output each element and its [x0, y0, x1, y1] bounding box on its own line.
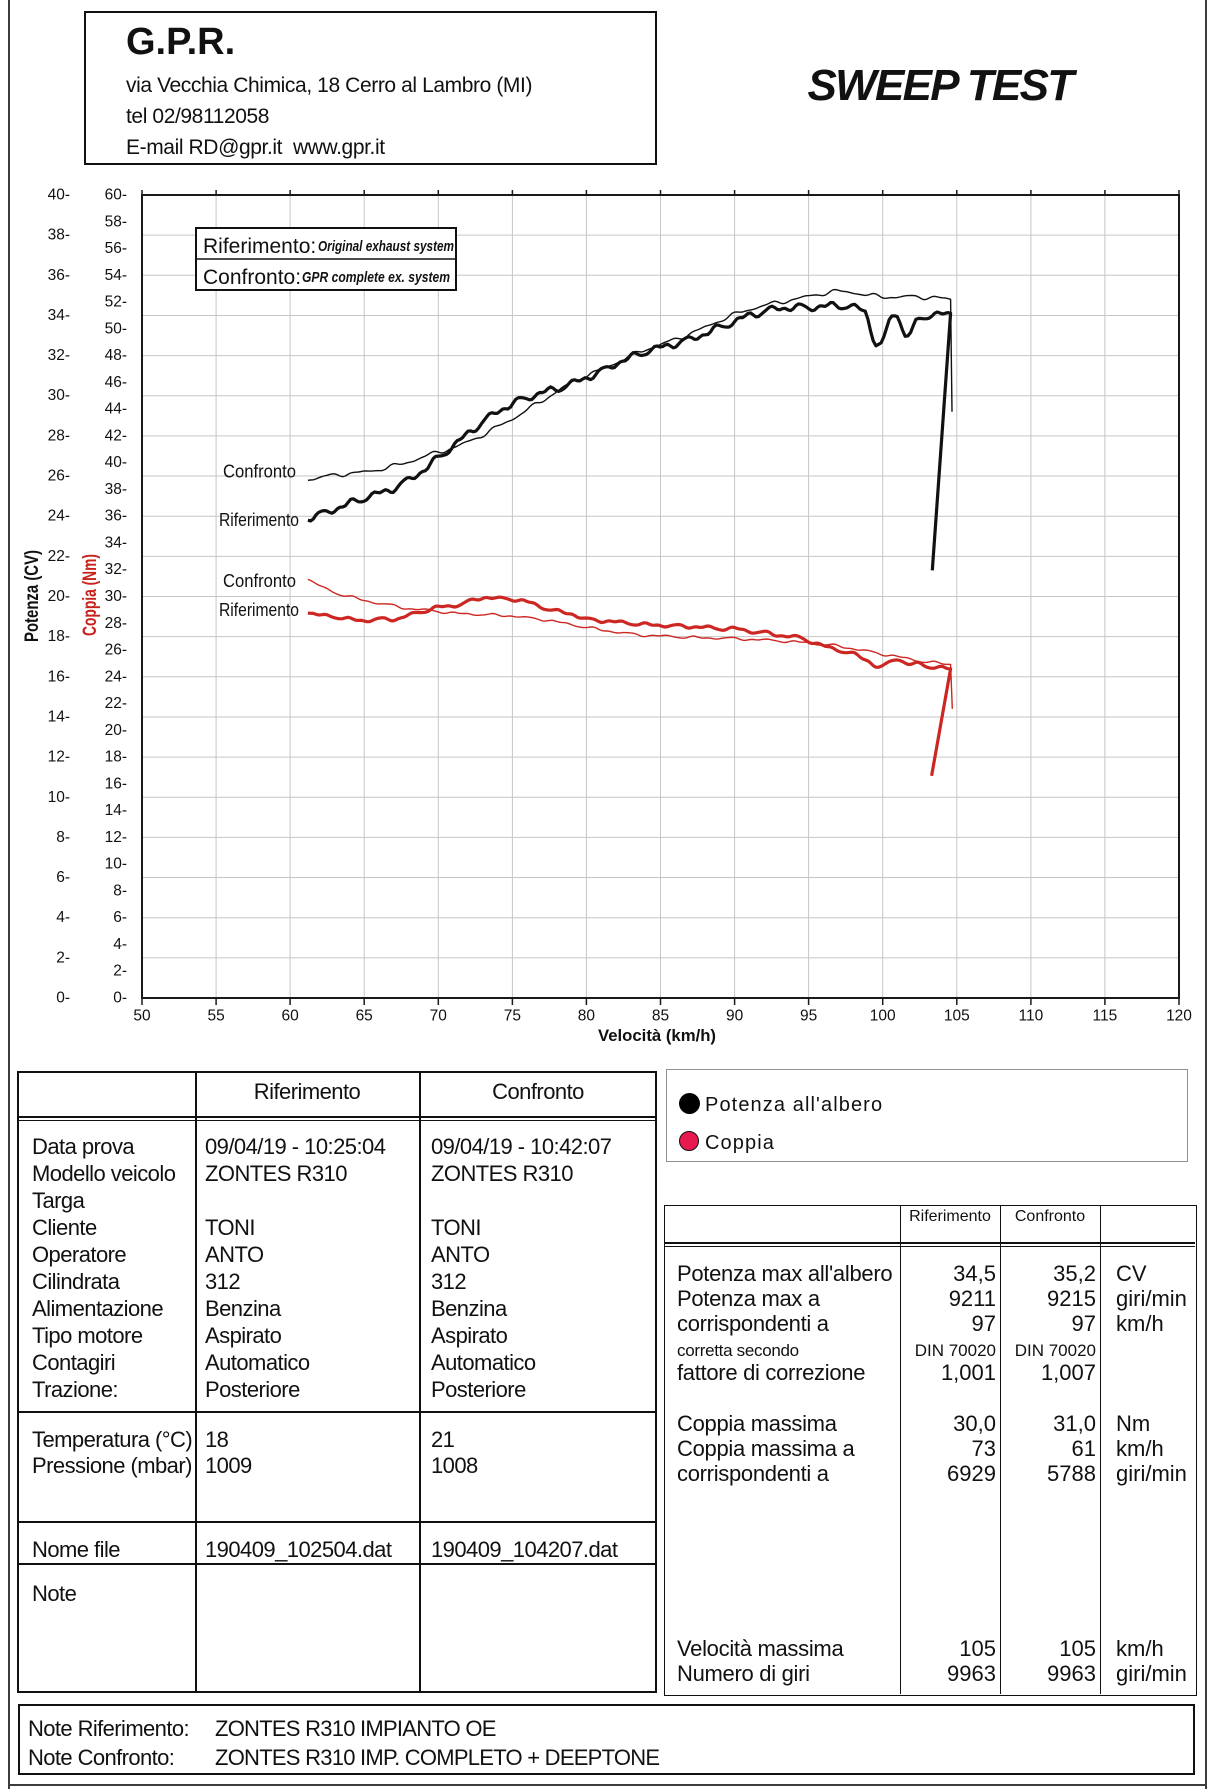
svg-text:42-: 42- [105, 427, 127, 444]
svg-text:4-: 4- [113, 936, 127, 953]
svg-text:52-: 52- [105, 294, 127, 311]
svg-text:34-: 34- [105, 535, 127, 552]
svg-text:24-: 24- [105, 668, 127, 685]
svg-text:80: 80 [578, 1008, 596, 1025]
svg-text:Riferimento: Riferimento [219, 510, 299, 530]
svg-text:10-: 10- [48, 789, 70, 806]
svg-text:14-: 14- [48, 709, 70, 726]
svg-text:20-: 20- [105, 722, 127, 739]
svg-text:46-: 46- [105, 374, 127, 391]
svg-text:Riferimento:: Riferimento: [203, 235, 316, 258]
svg-text:60-: 60- [105, 187, 127, 204]
svg-text:34-: 34- [48, 307, 70, 324]
svg-text:115: 115 [1093, 1008, 1118, 1025]
svg-text:12-: 12- [105, 829, 127, 846]
svg-text:100: 100 [870, 1008, 896, 1025]
svg-text:8-: 8- [113, 882, 127, 899]
svg-text:85: 85 [652, 1008, 669, 1025]
svg-text:60: 60 [281, 1008, 299, 1025]
svg-text:26-: 26- [48, 468, 70, 485]
svg-text:28-: 28- [105, 615, 127, 632]
svg-text:40-: 40- [48, 187, 70, 204]
svg-text:38-: 38- [48, 227, 70, 244]
svg-text:24-: 24- [48, 508, 70, 525]
svg-text:Riferimento: Riferimento [219, 600, 299, 620]
svg-text:40-: 40- [105, 454, 127, 471]
svg-text:55: 55 [207, 1008, 224, 1025]
svg-text:30-: 30- [105, 588, 127, 605]
svg-text:10-: 10- [105, 856, 127, 873]
svg-text:58-: 58- [105, 213, 127, 230]
svg-text:2-: 2- [56, 949, 70, 966]
svg-text:8-: 8- [56, 829, 70, 846]
svg-text:110: 110 [1019, 1008, 1044, 1025]
svg-text:48-: 48- [105, 347, 127, 364]
svg-text:GPR complete ex. system: GPR complete ex. system [302, 269, 450, 286]
svg-text:38-: 38- [105, 481, 127, 498]
svg-text:22-: 22- [48, 548, 70, 565]
svg-text:54-: 54- [105, 267, 127, 284]
svg-text:16-: 16- [48, 668, 70, 685]
svg-text:4-: 4- [56, 909, 70, 926]
svg-text:75: 75 [504, 1008, 521, 1025]
svg-text:12-: 12- [48, 749, 70, 766]
svg-text:0-: 0- [56, 990, 70, 1007]
svg-text:6-: 6- [56, 869, 70, 886]
svg-text:32-: 32- [105, 561, 127, 578]
svg-text:18-: 18- [105, 749, 127, 766]
svg-text:2-: 2- [113, 963, 127, 980]
svg-text:50: 50 [133, 1008, 151, 1025]
svg-text:0-: 0- [113, 990, 127, 1007]
svg-text:36-: 36- [48, 267, 70, 284]
svg-text:44-: 44- [105, 401, 127, 418]
svg-text:16-: 16- [105, 775, 127, 792]
svg-text:28-: 28- [48, 427, 70, 444]
svg-text:105: 105 [944, 1008, 970, 1025]
svg-text:56-: 56- [105, 240, 127, 257]
svg-text:70: 70 [430, 1008, 448, 1025]
svg-text:Confronto: Confronto [223, 462, 296, 482]
svg-text:26-: 26- [105, 642, 127, 659]
svg-text:6-: 6- [113, 909, 127, 926]
svg-text:120: 120 [1166, 1008, 1192, 1025]
svg-text:Confronto:: Confronto: [203, 266, 301, 289]
svg-text:50-: 50- [105, 320, 127, 337]
svg-text:Coppia (Nm): Coppia (Nm) [80, 554, 101, 636]
svg-text:65: 65 [356, 1008, 373, 1025]
svg-text:90: 90 [726, 1008, 744, 1025]
svg-text:32-: 32- [48, 347, 70, 364]
svg-text:Velocità (km/h): Velocità (km/h) [598, 1026, 716, 1045]
svg-text:36-: 36- [105, 508, 127, 525]
svg-text:14-: 14- [105, 802, 127, 819]
svg-text:20-: 20- [48, 588, 70, 605]
svg-text:30-: 30- [48, 387, 70, 404]
svg-text:Original exhaust system: Original exhaust system [318, 238, 454, 255]
svg-text:Confronto: Confronto [223, 571, 296, 591]
svg-text:18-: 18- [48, 628, 70, 645]
svg-text:95: 95 [800, 1008, 817, 1025]
svg-text:Potenza (CV): Potenza (CV) [22, 550, 43, 642]
svg-text:22-: 22- [105, 695, 127, 712]
